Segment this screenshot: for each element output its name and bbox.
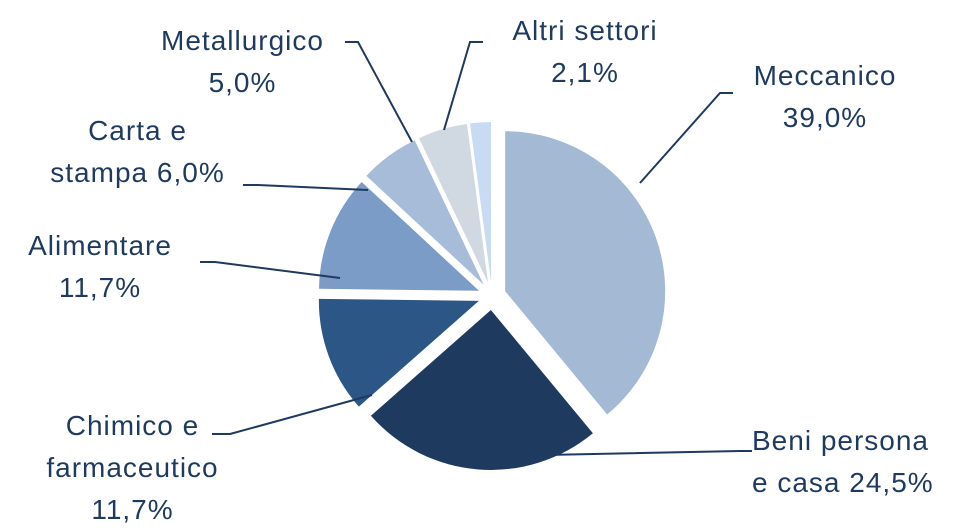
leader-line: [544, 450, 752, 456]
label-text: 11,7%: [91, 494, 174, 525]
leader-line: [212, 394, 373, 435]
label-text: 6,0%: [156, 157, 225, 188]
pie-slice: [370, 309, 593, 470]
leader-line: [200, 261, 341, 279]
leader-line: [243, 184, 369, 191]
label-text: 2,1%: [551, 57, 619, 88]
leader-line: [345, 41, 413, 143]
leader-line: [443, 41, 483, 131]
label-text: Chimico e farmaceutico: [46, 410, 219, 483]
slice-label: Alimentare 11,7%: [10, 225, 190, 309]
label-text: Meccanico: [753, 60, 897, 91]
pie-slice: [470, 122, 492, 283]
label-text: Carta e stampa: [50, 115, 187, 188]
slice-label: Carta e stampa 6,0%: [40, 110, 235, 194]
label-text: 39,0%: [782, 102, 868, 133]
pie-slice: [318, 298, 479, 407]
slice-label: Meccanico 39,0%: [725, 55, 925, 139]
label-text: Altri settori: [512, 15, 658, 46]
slice-label: Chimico e farmaceutico 11,7%: [25, 405, 240, 531]
label-text: Alimentare: [28, 230, 172, 261]
pie-slice: [418, 123, 489, 283]
leader-line: [639, 92, 733, 184]
label-text: 11,7%: [58, 272, 142, 303]
pie-slice: [319, 182, 479, 291]
label-text: 5,0%: [208, 67, 277, 98]
pie-slice: [366, 140, 484, 285]
slice-label: Metallurgico 5,0%: [135, 20, 350, 104]
slice-label: Beni persona e casa 24,5%: [752, 420, 952, 504]
label-text: 24,5%: [849, 467, 934, 498]
label-text: Beni persona e casa: [752, 425, 930, 498]
pie-slice: [505, 131, 666, 415]
slice-label: Altri settori 2,1%: [480, 10, 690, 94]
label-text: Metallurgico: [161, 25, 324, 56]
